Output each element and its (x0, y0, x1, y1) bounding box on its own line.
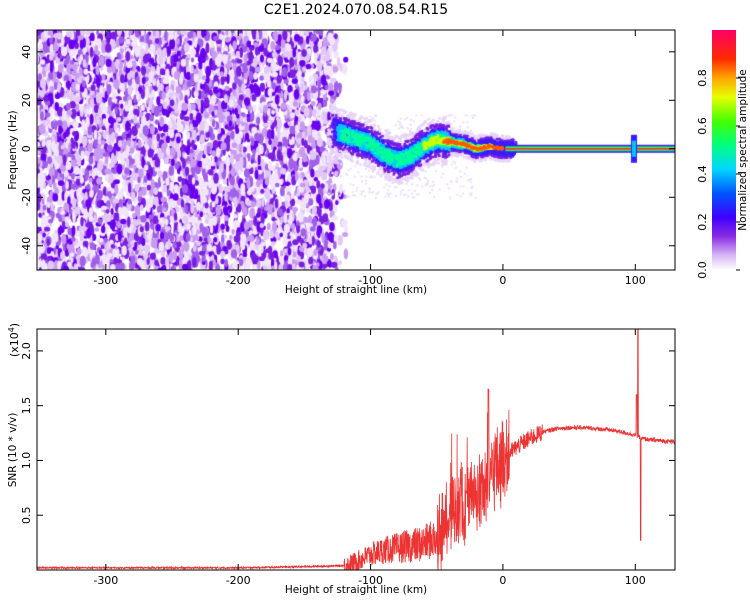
colorbar-ticks: 0.0 0.2 0.4 0.6 0.8 (696, 69, 740, 279)
y-tick-label: 0.5 (20, 506, 33, 524)
x-tick-label: -200 (226, 274, 251, 287)
x-tick-label: -300 (93, 574, 118, 587)
y-tick-label: 2.0 (20, 342, 33, 360)
spectrogram-y-axis-label: Frequency (Hz) (7, 110, 19, 189)
x-tick-label: 100 (625, 574, 646, 587)
snr-frame (36, 328, 676, 571)
colorbar-tick-label: 0.0 (696, 261, 709, 279)
spectrogram-x-axis-label: Height of straight line (km) (285, 284, 427, 296)
spectrogram-frame (36, 29, 676, 271)
y-tick-label: 1.5 (20, 397, 33, 415)
x-tick-label: -300 (93, 274, 118, 287)
colorbar-gradient (712, 30, 736, 270)
colorbar-label: Normalized spectral amplitude (737, 69, 749, 230)
x-tick-label: -200 (226, 574, 251, 587)
y-tick-label: 40 (20, 45, 33, 59)
x-tick-label: 0 (499, 274, 506, 287)
chart-title: C2E1.2024.070.08.54.R15 (264, 2, 448, 18)
x-tick-label: 0 (499, 574, 506, 587)
y-tick-label: 0 (20, 145, 33, 152)
colorbar-tick-label: 0.2 (696, 213, 709, 231)
colorbar-tick-label: 0.4 (696, 165, 709, 183)
snr-line (37, 329, 675, 570)
spectrogram-raster (37, 30, 675, 270)
snr-y-ticks: 0.5 1.0 1.5 2.0 (20, 342, 675, 524)
y-tick-label: 20 (20, 93, 33, 107)
colorbar-tick-label: 0.8 (696, 69, 709, 87)
y-tick-label: 1.0 (20, 452, 33, 470)
snr-series (37, 329, 675, 570)
x-tick-label: -100 (358, 574, 383, 587)
snr-scale-factor: (x104) (7, 323, 22, 357)
x-tick-label: 100 (625, 274, 646, 287)
x-tick-label: -100 (358, 274, 383, 287)
colorbar-tick-label: 0.6 (696, 117, 709, 135)
snr-x-ticks: -300 -200 -100 0 100 (93, 329, 646, 587)
snr-y-axis-label: SNR (10 * v/v) (7, 413, 19, 488)
colorbar: 0.0 0.2 0.4 0.6 0.8 Normalized spectral ampl… (696, 30, 749, 279)
spectrogram-image (37, 30, 675, 270)
snr-x-axis-label: Height of straight line (km) (285, 584, 427, 596)
spectrogram-y-ticks: -40 -20 0 20 40 (20, 45, 675, 255)
spectrogram-x-ticks: -300 -200 -100 0 100 (93, 30, 646, 287)
snr-panel: -300 -200 -100 0 100 0.5 1.0 1.5 2.0 Height of … (7, 323, 676, 596)
y-tick-label: -40 (20, 237, 33, 255)
y-tick-label: -20 (20, 188, 33, 206)
